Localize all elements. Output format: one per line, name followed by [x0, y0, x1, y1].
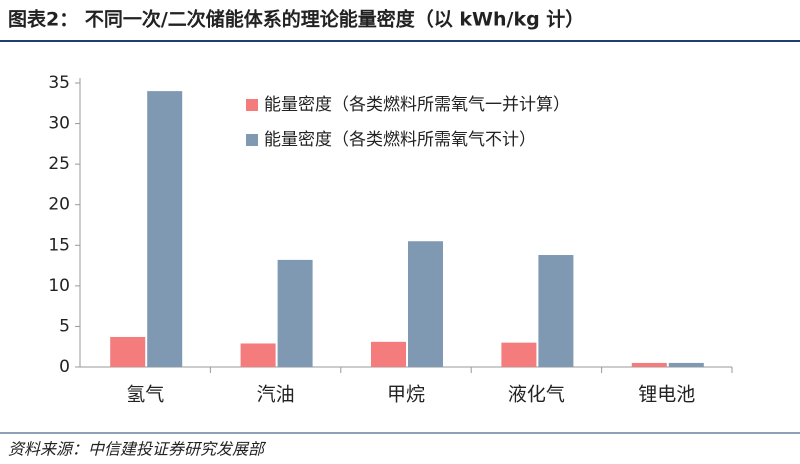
- y-tick-label: 10: [48, 276, 70, 296]
- legend-swatch: [246, 99, 258, 111]
- legend-label: 能量密度（各类燃料所需氧气不计）: [264, 130, 536, 150]
- chart-title: 图表2： 不同一次/二次储能体系的理论能量密度（以 kWh/kg 计）: [8, 8, 584, 31]
- source: 资料来源：中信建投证券研究发展部: [8, 440, 267, 459]
- y-tick-label: 35: [48, 73, 70, 93]
- y-tick-label: 20: [48, 195, 70, 215]
- y-tick-label: 25: [48, 154, 70, 174]
- x-tick-label: 氢气: [126, 384, 164, 406]
- bar: [240, 343, 276, 367]
- bar: [277, 259, 313, 367]
- bar: [631, 362, 667, 367]
- y-tick-label: 15: [48, 235, 70, 255]
- bar: [110, 336, 146, 367]
- bar: [501, 342, 537, 367]
- bar: [147, 91, 183, 367]
- x-tick-label: 锂电池: [638, 384, 695, 406]
- legend-label: 能量密度（各类燃料所需氧气一并计算）: [264, 95, 570, 115]
- y-tick-label: 30: [48, 114, 70, 134]
- x-tick-label: 液化气: [508, 384, 565, 406]
- y-tick-label: 5: [59, 316, 70, 336]
- bar: [668, 362, 704, 367]
- bar: [408, 241, 443, 367]
- x-tick-label: 汽油: [257, 384, 295, 406]
- bar: [371, 341, 406, 367]
- x-tick-label: 甲烷: [387, 384, 425, 406]
- y-tick-label: 0: [59, 357, 70, 377]
- bar: [538, 255, 574, 367]
- legend-swatch: [246, 134, 258, 146]
